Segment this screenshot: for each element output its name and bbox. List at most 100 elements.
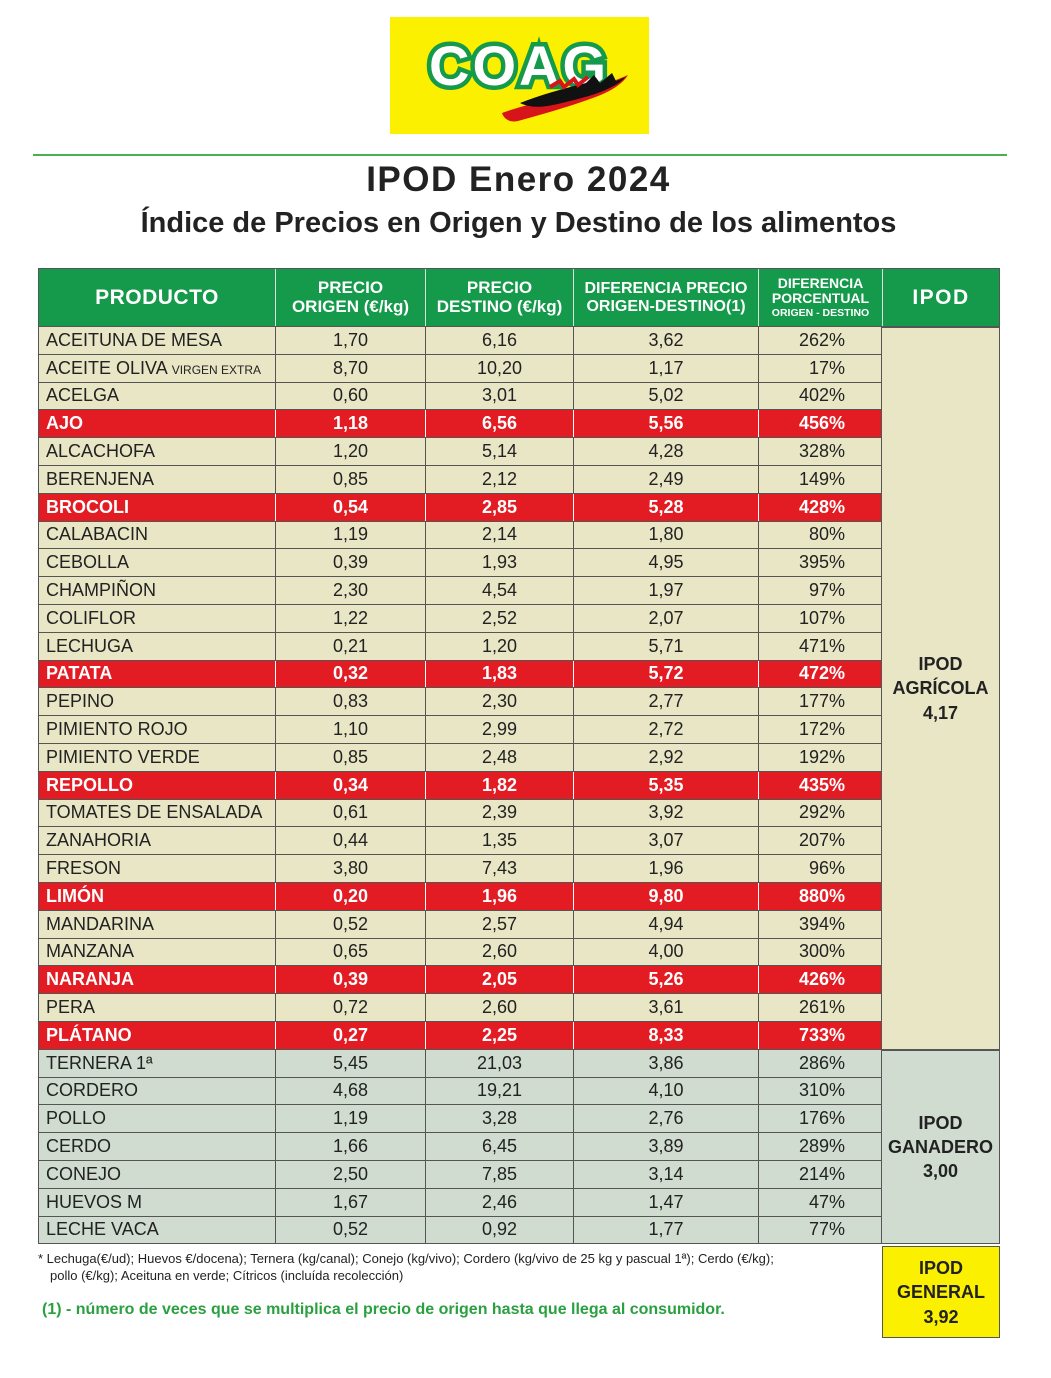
cell-porcentaje: 207% bbox=[759, 827, 881, 854]
cell-precio-origen-text: 1,18 bbox=[332, 413, 369, 434]
cell-diferencia: 2,07 bbox=[574, 605, 759, 632]
cell-producto: CORDERO bbox=[39, 1077, 276, 1105]
cell-diferencia-text: 1,17 bbox=[648, 357, 684, 378]
cell-porcentaje-text: 435% bbox=[798, 774, 845, 795]
cell-porcentaje: 435% bbox=[759, 772, 881, 799]
cell-precio-origen: 1,18 bbox=[276, 410, 426, 438]
cell-precio-destino: 2,46 bbox=[426, 1188, 574, 1216]
cell-diferencia-text: 3,62 bbox=[648, 329, 684, 350]
table-row: PERA 0,72 2,60 3,61 261% bbox=[38, 994, 882, 1022]
cell-diferencia-text: 2,77 bbox=[648, 691, 684, 712]
cell-precio-destino: 1,96 bbox=[426, 883, 574, 910]
cell-precio-destino-text: 6,16 bbox=[481, 329, 518, 350]
cell-precio-destino: 0,92 bbox=[426, 1216, 574, 1244]
cell-precio-origen: 0,85 bbox=[276, 744, 426, 771]
cell-producto-text: FRESON bbox=[46, 858, 122, 879]
table-row: BROCOLI 0,54 2,85 5,28 428% bbox=[38, 493, 882, 522]
header-precio-destino-line2: DESTINO (€/kg) bbox=[436, 296, 563, 316]
ipod-general-label2: GENERAL bbox=[896, 1282, 985, 1303]
cell-porcentaje-text: 472% bbox=[798, 663, 845, 684]
header-porcentual-line1: DIFERENCIA bbox=[777, 274, 864, 291]
cell-producto: ALCACHOFA bbox=[39, 438, 276, 465]
cell-porcentaje: 172% bbox=[759, 716, 881, 743]
cell-diferencia-text: 1,47 bbox=[648, 1191, 684, 1212]
cell-diferencia-text: 3,89 bbox=[648, 1136, 684, 1157]
table-row: LECHE VACA 0,52 0,92 1,77 77% bbox=[38, 1216, 882, 1245]
cell-precio-destino-text: 1,83 bbox=[481, 663, 518, 684]
ipod-agricola-label1: IPOD bbox=[918, 653, 963, 674]
cell-precio-destino: 2,30 bbox=[426, 688, 574, 716]
cell-precio-origen-text: 0,27 bbox=[332, 1024, 369, 1045]
cell-diferencia: 3,62 bbox=[574, 327, 759, 354]
cell-porcentaje-text: 214% bbox=[798, 1163, 845, 1184]
cell-precio-origen: 3,80 bbox=[276, 855, 426, 882]
cell-porcentaje: 456% bbox=[759, 410, 881, 437]
header-precio-origen-line1: PRECIO bbox=[317, 277, 384, 297]
cell-precio-origen-text: 0,32 bbox=[332, 663, 369, 684]
cell-producto-text: CHAMPIÑON bbox=[46, 580, 157, 601]
cell-precio-destino: 2,52 bbox=[426, 605, 574, 632]
cell-porcentaje: 177% bbox=[759, 688, 881, 715]
cell-precio-destino-text: 7,43 bbox=[481, 858, 518, 879]
cell-producto-text: POLLO bbox=[46, 1108, 107, 1129]
table-row: PLÁTANO 0,27 2,25 8,33 733% bbox=[38, 1022, 882, 1050]
cell-precio-origen-text: 0,83 bbox=[332, 691, 369, 712]
cell-producto: FRESON bbox=[39, 855, 276, 882]
cell-producto-text: AJO bbox=[46, 413, 84, 434]
header-diferencia-line1: DIFERENCIA PRECIO bbox=[584, 279, 748, 297]
cell-porcentaje: 426% bbox=[759, 966, 881, 993]
cell-porcentaje: 733% bbox=[759, 1022, 881, 1049]
cell-precio-origen: 0,39 bbox=[276, 549, 426, 577]
cell-precio-destino-text: 21,03 bbox=[476, 1052, 523, 1073]
cell-producto: LECHE VACA bbox=[39, 1216, 276, 1244]
cell-precio-origen: 2,30 bbox=[276, 577, 426, 604]
cell-precio-origen: 1,67 bbox=[276, 1188, 426, 1216]
header-porcentual-line2: PORCENTUAL bbox=[771, 290, 870, 307]
table-row: CEBOLLA 0,39 1,93 4,95 395% bbox=[38, 549, 882, 578]
cell-precio-origen: 0,39 bbox=[276, 966, 426, 994]
header-ipod: IPOD bbox=[912, 285, 970, 309]
cell-porcentaje-text: 402% bbox=[798, 385, 845, 406]
cell-diferencia: 3,07 bbox=[574, 827, 759, 855]
header-porcentual: DIFERENCIA PORCENTUAL ORIGEN - DESTINO bbox=[759, 269, 883, 326]
table-row: TERNERA 1ª 5,45 21,03 3,86 286% bbox=[38, 1049, 882, 1078]
table-row: ALCACHOFA 1,20 5,14 4,28 328% bbox=[38, 438, 882, 466]
cell-precio-destino-text: 3,28 bbox=[481, 1108, 518, 1129]
cell-producto-text: COLIFLOR bbox=[46, 607, 137, 628]
cell-diferencia-text: 3,07 bbox=[648, 830, 684, 851]
header-diferencia: DIFERENCIA PRECIO ORIGEN-DESTINO(1) bbox=[574, 269, 759, 326]
cell-precio-origen: 0,34 bbox=[276, 771, 426, 799]
cell-producto-text: PEPINO bbox=[46, 691, 115, 712]
cell-precio-destino-text: 2,99 bbox=[481, 719, 518, 740]
divider-line bbox=[33, 154, 1007, 156]
ipod-agricola-box: IPOD AGRÍCOLA 4,17 bbox=[882, 327, 1000, 1050]
table-row: ZANAHORIA 0,44 1,35 3,07 207% bbox=[38, 827, 882, 856]
cell-precio-destino-text: 10,20 bbox=[476, 357, 523, 378]
cell-precio-destino: 2,14 bbox=[426, 521, 574, 549]
coag-logo-graphic: COAG bbox=[390, 17, 649, 134]
table-row: AJO 1,18 6,56 5,56 456% bbox=[38, 410, 882, 439]
cell-precio-origen: 5,45 bbox=[276, 1049, 426, 1077]
cell-porcentaje-text: 80% bbox=[808, 524, 845, 545]
header-precio-destino-line1: PRECIO bbox=[466, 277, 533, 297]
cell-precio-destino: 1,83 bbox=[426, 660, 574, 688]
cell-precio-destino: 7,43 bbox=[426, 855, 574, 882]
cell-diferencia-text: 2,76 bbox=[648, 1108, 684, 1129]
cell-precio-destino-text: 2,39 bbox=[481, 802, 518, 823]
cell-porcentaje: 97% bbox=[759, 577, 881, 604]
cell-precio-origen: 0,72 bbox=[276, 994, 426, 1021]
cell-porcentaje-text: 192% bbox=[798, 746, 845, 767]
header-precio-destino: PRECIO DESTINO (€/kg) bbox=[426, 269, 574, 326]
cell-precio-origen-text: 1,19 bbox=[332, 524, 369, 545]
cell-diferencia-text: 2,49 bbox=[648, 468, 684, 489]
cell-precio-origen-text: 1,22 bbox=[332, 607, 369, 628]
cell-producto-text: LIMÓN bbox=[46, 885, 104, 906]
cell-precio-destino-text: 2,60 bbox=[481, 997, 518, 1018]
cell-precio-origen: 1,19 bbox=[276, 521, 426, 549]
cell-precio-destino-text: 2,05 bbox=[481, 969, 518, 990]
cell-producto: CONEJO bbox=[39, 1161, 276, 1188]
cell-precio-destino-text: 1,35 bbox=[481, 830, 518, 851]
cell-porcentaje: 394% bbox=[759, 911, 881, 938]
cell-porcentaje-text: 328% bbox=[798, 441, 845, 462]
cell-porcentaje: 286% bbox=[759, 1050, 881, 1077]
